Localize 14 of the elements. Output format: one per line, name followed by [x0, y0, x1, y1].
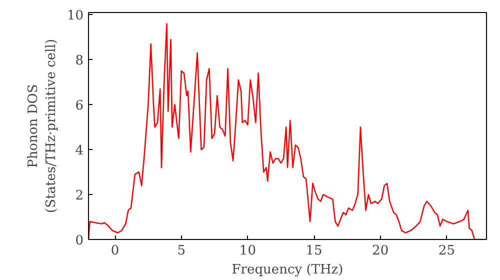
x-tick-label: 25 — [438, 244, 455, 258]
x-tick-label: 5 — [177, 244, 186, 258]
y-tick-label: 0 — [75, 234, 84, 248]
x-tick-label: 0 — [110, 244, 120, 258]
y-tick-label: 4 — [75, 144, 84, 159]
y-tick-label: 10 — [66, 8, 84, 24]
y-axis-title: Phonon DOS (States/THz·primitive cell) — [26, 38, 59, 213]
x-tick-label: 10 — [239, 244, 256, 258]
y-tick-label: 2 — [75, 188, 84, 204]
x-tick-label: 15 — [306, 244, 322, 258]
y-tick-label: 6 — [75, 98, 84, 114]
x-axis-title: Frequency (THz) — [232, 262, 344, 278]
x-tick-label: 20 — [372, 244, 389, 258]
y-tick-label: 8 — [75, 54, 84, 69]
